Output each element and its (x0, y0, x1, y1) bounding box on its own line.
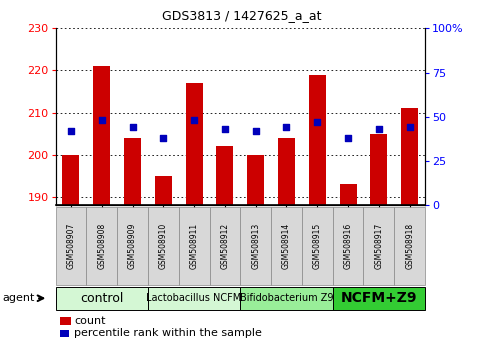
Bar (62, 155, 79, 205)
Text: Lactobacillus NCFM: Lactobacillus NCFM (146, 293, 242, 303)
Text: GSM508909: GSM508909 (128, 223, 137, 269)
Bar (216, 146, 233, 205)
Point (313, 119, 321, 125)
Text: count: count (74, 316, 105, 326)
Bar (340, 184, 356, 205)
Point (98, 118, 106, 123)
Text: agent: agent (2, 293, 35, 303)
Text: GSM508914: GSM508914 (282, 223, 291, 269)
Text: GSM508915: GSM508915 (313, 223, 322, 269)
Text: GSM508912: GSM508912 (220, 223, 229, 269)
Point (283, 125, 290, 130)
Text: GSM508917: GSM508917 (374, 223, 384, 269)
Point (190, 118, 198, 123)
Point (252, 128, 259, 134)
Point (159, 135, 167, 141)
Text: GSM508918: GSM508918 (405, 223, 414, 269)
Bar (247, 155, 264, 205)
Text: Bifidobacterium Z9: Bifidobacterium Z9 (240, 293, 333, 303)
Text: NCFM+Z9: NCFM+Z9 (341, 291, 417, 305)
Bar (155, 176, 172, 205)
Text: GSM508916: GSM508916 (343, 223, 353, 269)
Point (67, 128, 75, 134)
Text: GSM508907: GSM508907 (67, 223, 75, 269)
Text: percentile rank within the sample: percentile rank within the sample (74, 329, 262, 338)
Bar (124, 138, 141, 205)
Point (344, 135, 352, 141)
Bar (309, 75, 326, 205)
Text: GSM508911: GSM508911 (190, 223, 199, 269)
Bar (401, 108, 418, 205)
Point (128, 125, 136, 130)
Text: GSM508910: GSM508910 (159, 223, 168, 269)
Point (375, 126, 383, 132)
Bar (93, 66, 110, 205)
Bar (370, 134, 387, 205)
Point (221, 126, 229, 132)
Point (406, 125, 413, 130)
Text: GSM508908: GSM508908 (97, 223, 106, 269)
Bar (278, 138, 295, 205)
Bar (185, 83, 202, 205)
Text: GSM508913: GSM508913 (251, 223, 260, 269)
Text: control: control (80, 292, 124, 305)
Text: GDS3813 / 1427625_a_at: GDS3813 / 1427625_a_at (162, 9, 321, 22)
